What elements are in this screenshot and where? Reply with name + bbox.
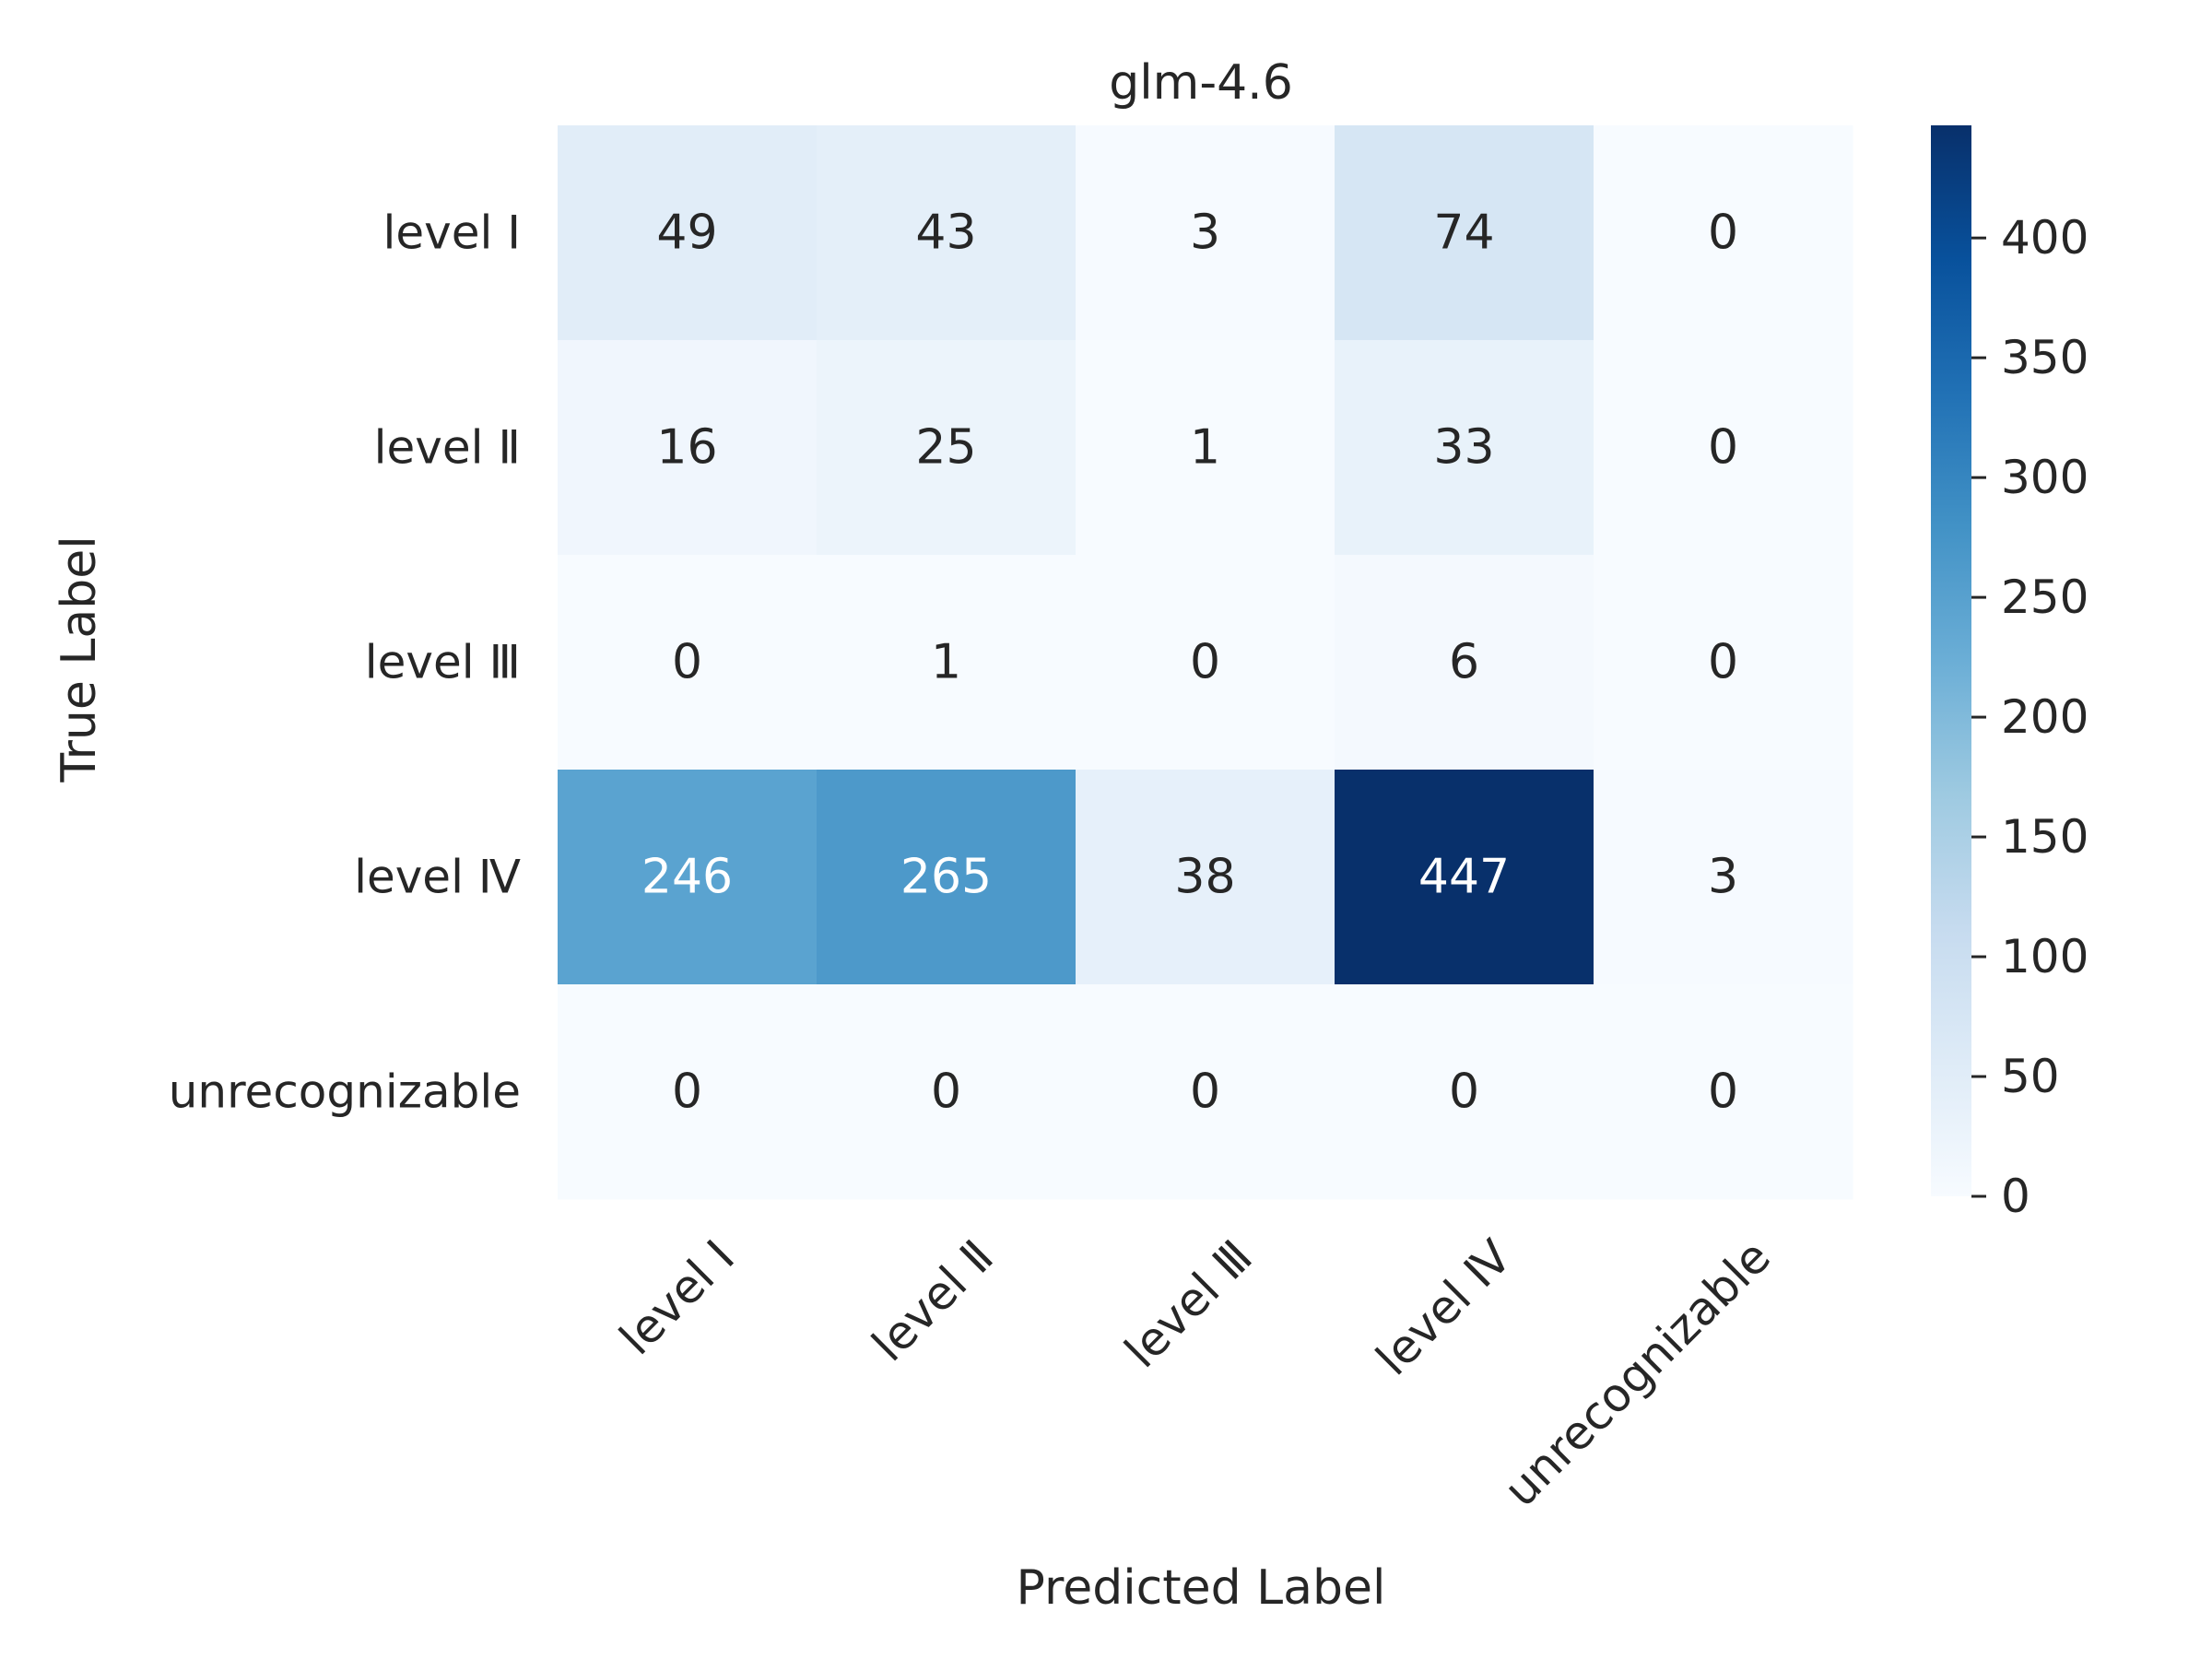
x-tick-labels: level Ⅰ level Ⅱ level Ⅲ level Ⅳunrecognizab… — [609, 1230, 1781, 1516]
cell-value-label: 447 — [1418, 850, 1510, 905]
cell-value-label: 0 — [672, 1065, 702, 1120]
y-axis-label: True Label — [52, 535, 107, 782]
x-tick-label: level Ⅳ — [1366, 1230, 1522, 1385]
x-tick-label: unrecognizable — [1494, 1230, 1781, 1516]
heatmap-cell — [1076, 984, 1335, 1200]
cell-value-label: 265 — [900, 850, 992, 905]
heatmap-cell — [1594, 555, 1853, 771]
cell-value-label: 0 — [1708, 206, 1738, 261]
colorbar-tick-label: 400 — [2001, 211, 2088, 265]
x-tick-label: level Ⅲ — [1114, 1230, 1263, 1378]
heatmap-cell — [1076, 125, 1335, 341]
heatmap-cells — [558, 125, 1853, 1200]
heatmap-cell — [817, 125, 1077, 341]
colorbar-tick-label: 150 — [2001, 810, 2088, 864]
y-tick-label: level Ⅳ — [354, 851, 521, 904]
cell-value-label: 0 — [672, 635, 702, 690]
x-axis-label: Predicted Label — [1017, 1560, 1386, 1616]
heatmap-cell — [558, 555, 818, 771]
cell-value-label: 1 — [931, 635, 961, 690]
heatmap-cell — [817, 340, 1077, 556]
heatmap-cell — [1076, 555, 1335, 771]
y-tick-labels: level Ⅰ level Ⅱ level Ⅲ level Ⅳ unrecognizab… — [169, 206, 521, 1119]
cell-value-label: 25 — [915, 420, 976, 476]
colorbar-tick-label: 200 — [2001, 690, 2088, 744]
heatmap-cell — [1335, 125, 1594, 341]
y-tick-label: level Ⅲ — [365, 636, 521, 689]
cell-value-label: 0 — [931, 1065, 961, 1120]
colorbar — [1931, 125, 1971, 1196]
heatmap-cell — [1076, 340, 1335, 556]
cell-value-label: 0 — [1190, 635, 1220, 690]
cell-value-label: 33 — [1433, 420, 1494, 476]
cell-value-label: 1 — [1190, 420, 1220, 476]
x-tick-label: level Ⅰ — [609, 1230, 745, 1365]
cell-value-label: 0 — [1708, 635, 1738, 690]
cell-value-label: 49 — [656, 206, 717, 261]
cell-value-label: 3 — [1708, 850, 1738, 905]
y-tick-label: level Ⅱ — [374, 421, 521, 475]
colorbar-ticks: 0 50 100 150 200 250 300 350 400 — [1971, 211, 2088, 1223]
cell-value-label: 0 — [1708, 1065, 1738, 1120]
cell-value-label: 6 — [1449, 635, 1479, 690]
heatmap-cell — [1594, 340, 1853, 556]
heatmap-cell — [558, 770, 818, 985]
heatmap-cell — [1594, 770, 1853, 985]
cell-value-label: 38 — [1174, 850, 1235, 905]
heatmap-cell — [1335, 984, 1594, 1200]
heatmap-cell — [817, 555, 1077, 771]
colorbar-tick-label: 0 — [2001, 1170, 2030, 1223]
heatmap-cell — [1335, 770, 1594, 985]
heatmap-cell — [1594, 125, 1853, 341]
colorbar-tick-label: 50 — [2001, 1050, 2060, 1103]
cell-value-label: 0 — [1708, 420, 1738, 476]
heatmap-cell — [558, 340, 818, 556]
heatmap-cell — [558, 125, 818, 341]
colorbar-tick-label: 100 — [2001, 930, 2088, 983]
heatmap-cell — [817, 984, 1077, 1200]
cell-value-label: 43 — [915, 206, 976, 261]
cell-value-label: 74 — [1433, 206, 1494, 261]
colorbar-tick-label: 350 — [2001, 331, 2088, 384]
heatmap-cell — [817, 770, 1077, 985]
heatmap-cell — [1335, 555, 1594, 771]
cell-value-label: 3 — [1190, 206, 1220, 261]
y-tick-label: unrecognizable — [169, 1065, 521, 1119]
cell-value-label: 0 — [1190, 1065, 1220, 1120]
heatmap-cell — [558, 984, 818, 1200]
cell-value-label: 16 — [656, 420, 717, 476]
cell-value-label: 0 — [1449, 1065, 1479, 1120]
heatmap-cell — [1335, 340, 1594, 556]
chart-title: glm-4.6 — [1109, 55, 1293, 111]
colorbar-tick-label: 250 — [2001, 571, 2088, 624]
heatmap-cell — [1076, 770, 1335, 985]
y-tick-label: level Ⅰ — [382, 206, 521, 260]
x-tick-label: level Ⅱ — [862, 1230, 1004, 1371]
cell-value-label: 246 — [641, 850, 733, 905]
colorbar-tick-label: 300 — [2001, 451, 2088, 504]
heatmap-cell-labels: 49 43 3 74 0 16 25 1 33 0 0 1 0 6 0 246 265 38 447 3 0 0 0 0 0 — [641, 206, 1738, 1120]
heatmap-cell — [1594, 984, 1853, 1200]
